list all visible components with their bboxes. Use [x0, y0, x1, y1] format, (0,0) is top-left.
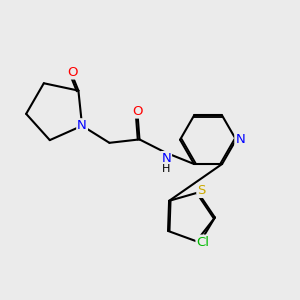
Text: N: N	[161, 152, 171, 165]
Text: S: S	[197, 184, 206, 197]
Text: Cl: Cl	[196, 236, 209, 249]
Text: N: N	[235, 133, 245, 146]
Text: O: O	[133, 105, 143, 118]
Text: H: H	[162, 164, 170, 174]
Text: O: O	[68, 65, 78, 79]
Text: N: N	[77, 119, 87, 132]
